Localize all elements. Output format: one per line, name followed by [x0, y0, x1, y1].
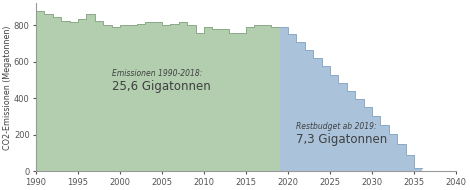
- Polygon shape: [36, 11, 280, 171]
- Text: Restbudget ab 2019:: Restbudget ab 2019:: [297, 122, 377, 131]
- Polygon shape: [280, 27, 423, 171]
- Text: 7,3 Gigatonnen: 7,3 Gigatonnen: [297, 133, 388, 146]
- Text: Emissionen 1990-2018:: Emissionen 1990-2018:: [111, 69, 202, 78]
- Text: 25,6 Gigatonnen: 25,6 Gigatonnen: [111, 80, 211, 93]
- Y-axis label: CO2-Emissionen (Megatonnen): CO2-Emissionen (Megatonnen): [3, 25, 13, 150]
